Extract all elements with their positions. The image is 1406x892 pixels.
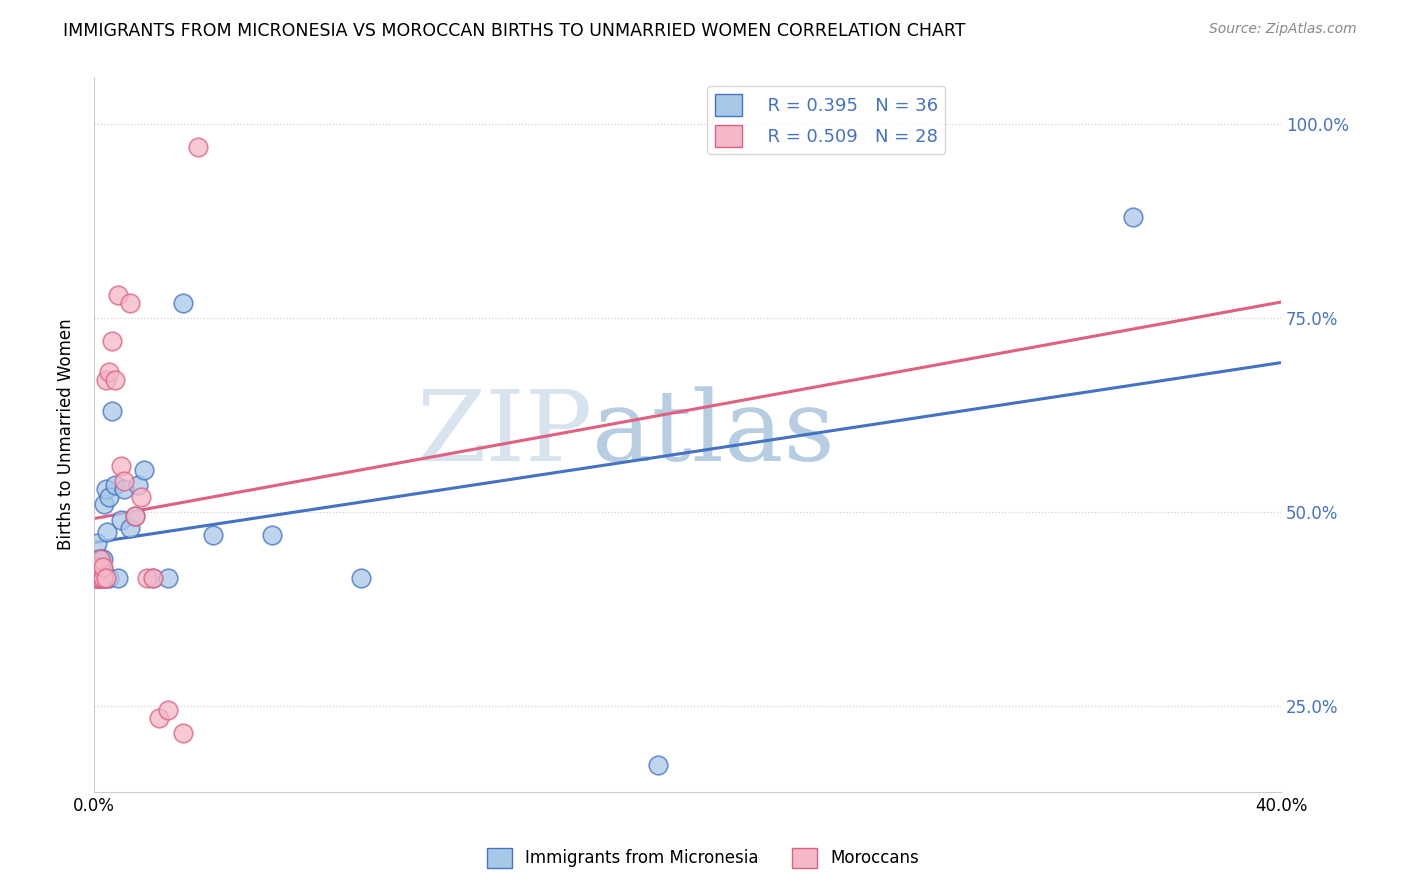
Point [86,536,108,550]
Point [91,563,114,577]
Point [97,490,120,504]
Point [172,295,194,310]
Text: IMMIGRANTS FROM MICRONESIA VS MOROCCAN BIRTHS TO UNMARRIED WOMEN CORRELATION CHA: IMMIGRANTS FROM MICRONESIA VS MOROCCAN B… [63,22,966,40]
Point [104,373,127,387]
Point [89,551,111,566]
Point [142,571,165,585]
Point [107,571,129,585]
Point [89,567,111,582]
Point [89,571,111,585]
Point [118,295,141,310]
Point [110,513,132,527]
Point [124,509,146,524]
Point [87,571,110,585]
Point [104,478,127,492]
Point [87,571,110,585]
Point [94,482,117,496]
Point [187,140,209,154]
Point [107,288,129,302]
Text: ZIP: ZIP [416,386,592,483]
Point [91,559,114,574]
Point [100,404,122,418]
Point [94,571,117,585]
Point [110,458,132,473]
Point [157,571,180,585]
Text: Source: ZipAtlas.com: Source: ZipAtlas.com [1209,22,1357,37]
Point [647,757,669,772]
Point [87,559,110,574]
Point [97,366,120,380]
Point [84,559,107,574]
Point [127,478,149,492]
Point [89,571,111,585]
Point [86,551,108,566]
Point [100,334,122,349]
Point [157,703,180,717]
Point [91,571,114,585]
Point [1122,210,1144,224]
Point [350,571,373,585]
Point [97,571,120,585]
Point [172,726,194,740]
Point [124,509,146,524]
Point [112,474,135,488]
Point [112,482,135,496]
Text: atlas: atlas [592,386,835,483]
Point [93,498,115,512]
Point [148,711,170,725]
Point [94,571,117,585]
Point [134,462,156,476]
Point [94,373,117,387]
Point [89,551,111,566]
Point [96,524,118,539]
Point [90,551,112,566]
Point [86,567,108,582]
Legend:   R = 0.395   N = 36,   R = 0.509   N = 28: R = 0.395 N = 36, R = 0.509 N = 28 [707,87,945,154]
Point [91,571,114,585]
Point [142,571,165,585]
Point [84,571,107,585]
Legend: Immigrants from Micronesia, Moroccans: Immigrants from Micronesia, Moroccans [481,841,925,875]
Point [136,571,159,585]
Y-axis label: Births to Unmarried Women: Births to Unmarried Women [58,318,75,550]
Point [91,551,114,566]
Point [260,528,283,542]
Point [89,559,111,574]
Point [201,528,224,542]
Point [87,559,110,574]
Point [91,571,114,585]
Point [118,521,141,535]
Point [131,490,153,504]
Point [89,556,111,570]
Point [86,571,108,585]
